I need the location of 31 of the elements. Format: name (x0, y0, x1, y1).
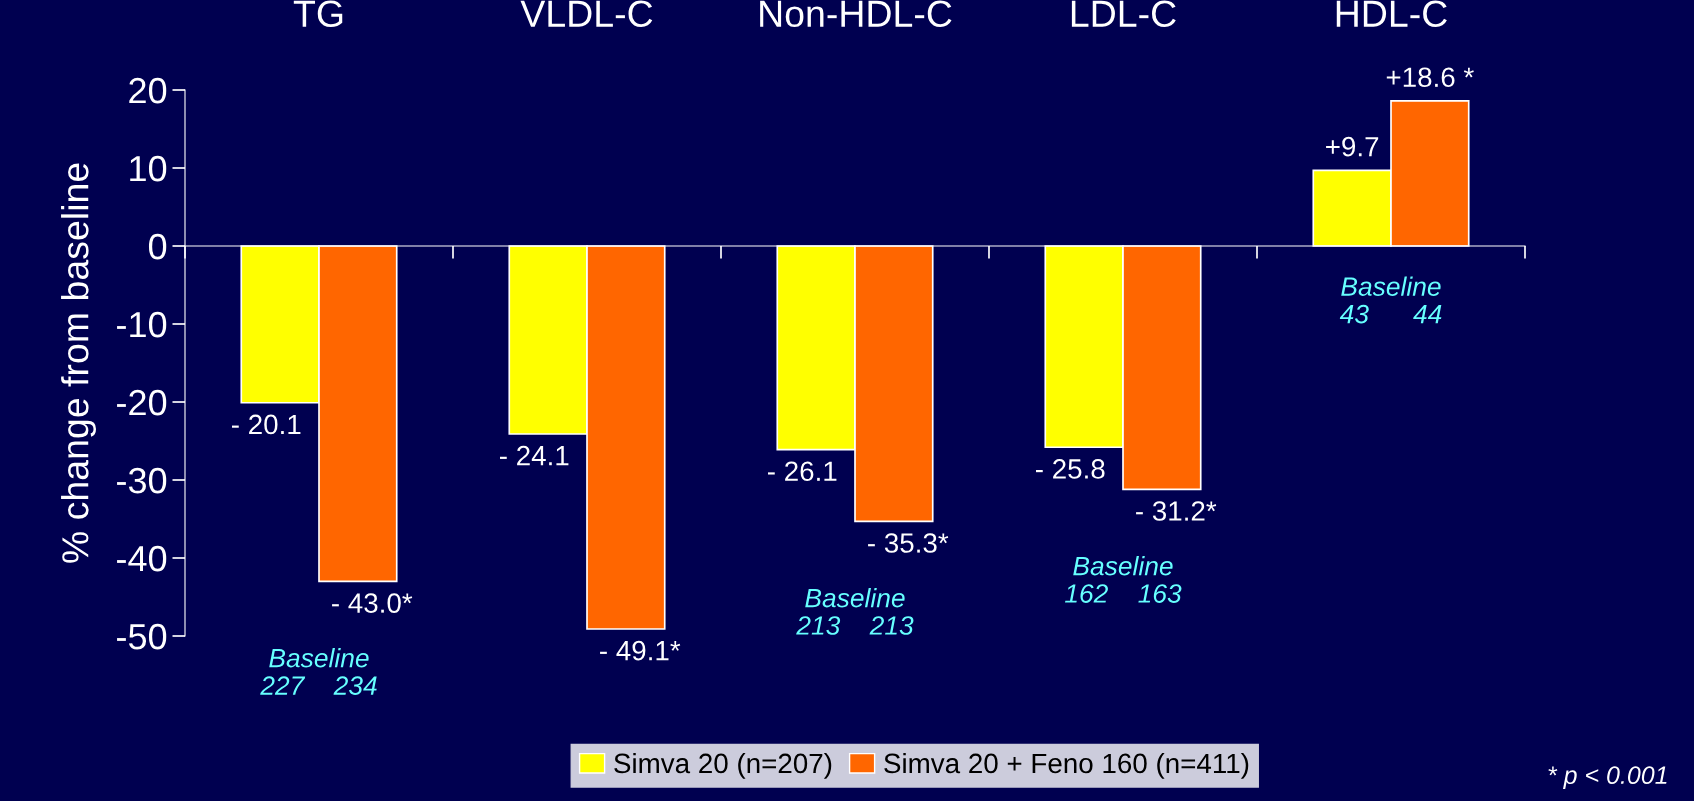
y-tick-label: 0 (148, 233, 167, 260)
x-tick-label: TG (293, 0, 343, 28)
y-tick-label: 10 (130, 155, 167, 182)
data-label: - 31.2* (1136, 501, 1217, 521)
x-tick-label: VLDL-C (520, 0, 653, 28)
x-tick-label: HDL-C (1336, 0, 1447, 28)
y-tick-label: -40 (117, 545, 167, 572)
x-tick-label: LDL-C (1071, 0, 1176, 28)
data-label: - 26.1 (767, 461, 837, 482)
data-label: - 25.8 (1035, 459, 1105, 479)
text: Baseline 227 234 (260, 648, 377, 695)
y-tick-label: -30 (117, 467, 167, 494)
data-label: +9.7 (1326, 136, 1379, 157)
y-tick-label: -20 (117, 389, 167, 416)
data-label: - 43.0* (332, 593, 413, 613)
annotation: Baseline 213 213 (796, 588, 914, 635)
legend-label: Simva 20 (n=207) (614, 752, 832, 779)
annotation: Baseline 162 163 (1065, 556, 1182, 603)
data-label: - 24.1 (499, 445, 569, 466)
data-label: - 20.1 (231, 414, 301, 435)
y-tick-label: -10 (117, 311, 167, 338)
data-label: +18.6 * (1386, 67, 1474, 88)
x-tick-label: Non-HDL-C (760, 0, 952, 28)
annotation: Baseline 43 44 (1339, 276, 1442, 324)
text: * p < 0.001 (1548, 766, 1667, 789)
y-tick-label: -50 (117, 623, 167, 650)
data-label: - 49.1* (600, 640, 681, 661)
y-tick-label: 20 (129, 77, 167, 104)
data-label: - 35.3* (868, 533, 949, 553)
legend-label: Simva 20 + Feno 160 (n=411) (884, 752, 1249, 779)
y-axis-title: % change from baseline (61, 163, 97, 563)
